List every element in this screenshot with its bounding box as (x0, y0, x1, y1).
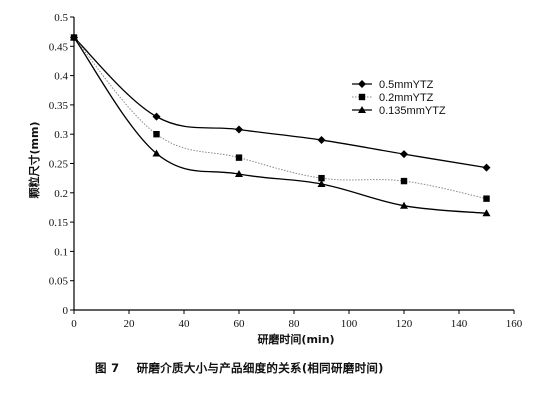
data-point (317, 136, 326, 145)
series-line (73, 37, 487, 214)
data-point (152, 149, 161, 157)
series-3 (70, 33, 491, 217)
data-point (400, 150, 408, 159)
y-axis-title: 颗粒尺寸(mm) (27, 122, 41, 199)
data-point (482, 163, 491, 172)
x-tick-label: 140 (451, 318, 468, 330)
series-line (73, 37, 487, 169)
y-tick-label: 0.4 (54, 71, 68, 83)
data-point (400, 177, 408, 185)
data-point (70, 33, 78, 41)
y-tick-label: 0.25 (49, 159, 69, 171)
x-tick-label: 80 (289, 318, 301, 330)
data-point (318, 174, 325, 182)
data-point (153, 131, 160, 138)
x-tick-label: 120 (396, 318, 413, 330)
data-point (483, 195, 490, 202)
y-tick-label: 0.2 (54, 188, 68, 200)
figure-caption: 图 7 研磨介质大小与产品细度的关系(相同研磨时间) (95, 361, 384, 375)
legend-label: 0.135mmYTZ (379, 105, 446, 117)
x-tick-label: 40 (179, 318, 191, 330)
x-tick-label: 160 (506, 318, 523, 330)
series-layer (70, 33, 491, 217)
data-point (235, 154, 243, 161)
y-tick-label: 0.45 (49, 41, 69, 53)
data-point (400, 201, 408, 209)
y-tick-label: 0.5 (54, 12, 68, 24)
legend-label: 0.5mmYTZ (379, 79, 434, 91)
x-axis-ticks: 0 20 40 60 80 100 120 140 160 (71, 310, 523, 330)
series-line (73, 37, 487, 200)
legend-marker (358, 93, 366, 101)
data-point (235, 125, 243, 134)
x-tick-label: 60 (234, 318, 246, 330)
data-point (482, 209, 491, 217)
y-tick-label: 0.15 (49, 217, 69, 229)
x-tick-label: 100 (341, 318, 358, 330)
legend-label: 0.2mmYTZ (379, 92, 434, 104)
y-tick-label: 0 (63, 305, 69, 317)
x-axis-title: 研磨时间(min) (257, 332, 334, 346)
y-tick-label: 0.35 (49, 100, 69, 112)
y-tick-label: 0.1 (54, 246, 68, 258)
legend-marker (358, 80, 366, 88)
x-tick-label: 0 (71, 318, 77, 330)
x-tick-label: 20 (124, 318, 136, 330)
y-tick-label: 0.05 (49, 276, 69, 288)
data-point (152, 112, 161, 121)
data-point (235, 170, 243, 178)
series-2 (70, 34, 490, 202)
data-point (317, 180, 326, 188)
y-axis-ticks: 0 0.05 0.1 0.15 0.2 0.25 0.3 0.35 0.4 0.45 0.5 (49, 12, 74, 317)
y-tick-label: 0.3 (54, 129, 68, 141)
legend-marker (358, 106, 366, 113)
